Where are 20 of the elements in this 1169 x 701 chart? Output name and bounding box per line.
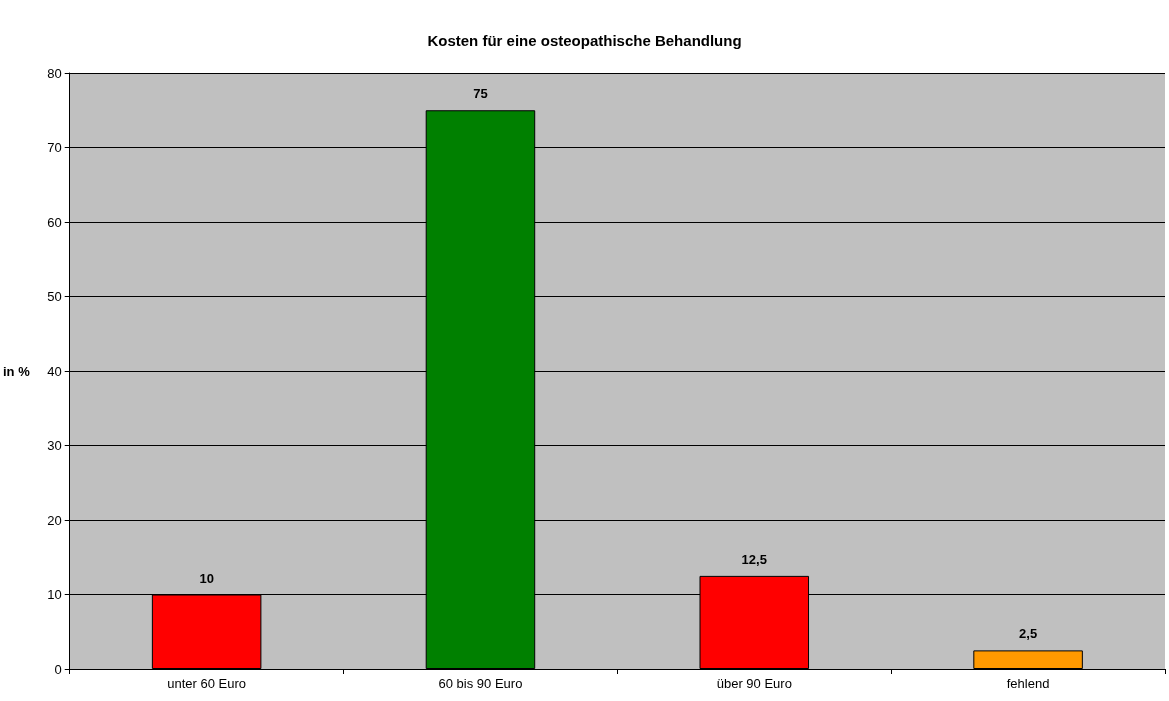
- data-label: 12,5: [741, 551, 767, 567]
- y-tick-label: 10: [47, 587, 62, 602]
- x-tick-label: über 90 Euro: [716, 676, 792, 691]
- x-tick-label: unter 60 Euro: [167, 676, 247, 691]
- y-tick-label: 0: [54, 661, 62, 677]
- y-tick-label: 20: [47, 512, 62, 528]
- data-label: 75: [473, 86, 488, 102]
- x-tick-label: fehlend: [1006, 676, 1050, 691]
- chart-title: Kosten für eine osteopathische Behandlung: [427, 32, 742, 49]
- y-tick-label: 50: [47, 289, 62, 304]
- y-tick-label: 70: [47, 140, 62, 155]
- y-tick-label: 30: [47, 438, 62, 453]
- y-tick-label: 40: [47, 363, 62, 379]
- y-tick-label: 60: [47, 214, 62, 230]
- y-tick-label: 80: [47, 65, 62, 81]
- data-label: 2,5: [1019, 626, 1038, 642]
- x-tick-label: 60 bis 90 Euro: [438, 676, 523, 691]
- y-axis-title: in %: [2, 363, 31, 379]
- bar: [973, 650, 1083, 669]
- data-label: 10: [199, 570, 214, 586]
